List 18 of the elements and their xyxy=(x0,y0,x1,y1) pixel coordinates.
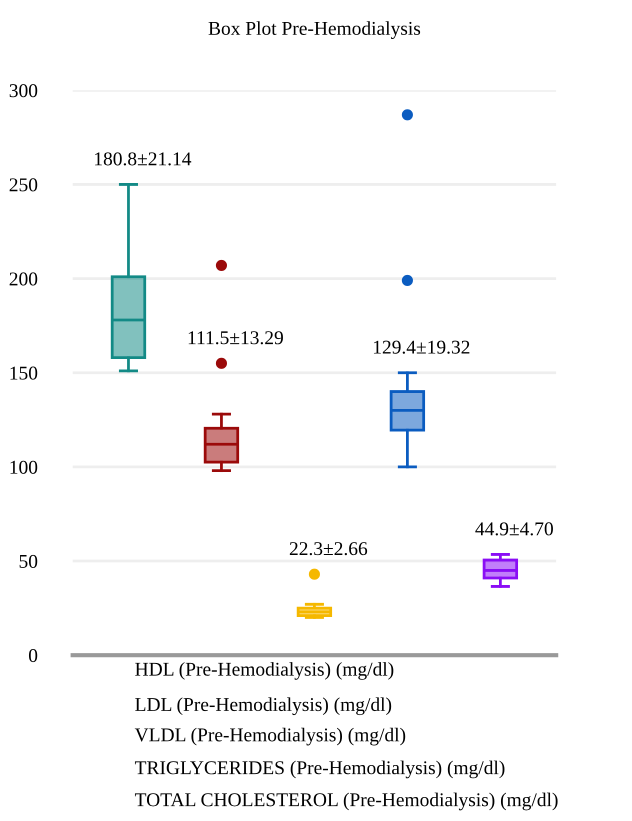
y-tick-label: 200 xyxy=(10,272,38,286)
text: LDL (Pre-Hemodialysis) (mg/dl) xyxy=(135,697,392,716)
text: 44.9±4.70 xyxy=(475,522,553,536)
text: 22.3±2.66 xyxy=(290,542,368,556)
text: HDL (Pre-Hemodialysis) (mg/dl) xyxy=(135,662,394,680)
text: TOTAL CHOLESTEROL (Pre-Hemodialysis) (mg/dl) xyxy=(134,792,558,810)
y-tick-label: 250 xyxy=(10,178,38,192)
y-tick-label: 150 xyxy=(10,366,38,380)
text: 129.4±19.32 xyxy=(374,340,470,354)
text: 111.5±13.29 xyxy=(188,331,283,344)
text: TRIGLYCERIDES (Pre-Hemodialysis) (mg/dl) xyxy=(134,760,504,778)
chart-title: Box Plot Pre-Hemodialysis xyxy=(208,21,420,39)
y-tick-label: 50 xyxy=(20,554,38,568)
text: 180.8±21.14 xyxy=(95,152,192,166)
y-tick-label: 300 xyxy=(10,84,38,98)
y-tick-label: 100 xyxy=(10,460,38,474)
text: VLDL (Pre-Hemodialysis) (mg/dl) xyxy=(134,728,406,746)
y-tick-label: 0 xyxy=(28,648,38,662)
